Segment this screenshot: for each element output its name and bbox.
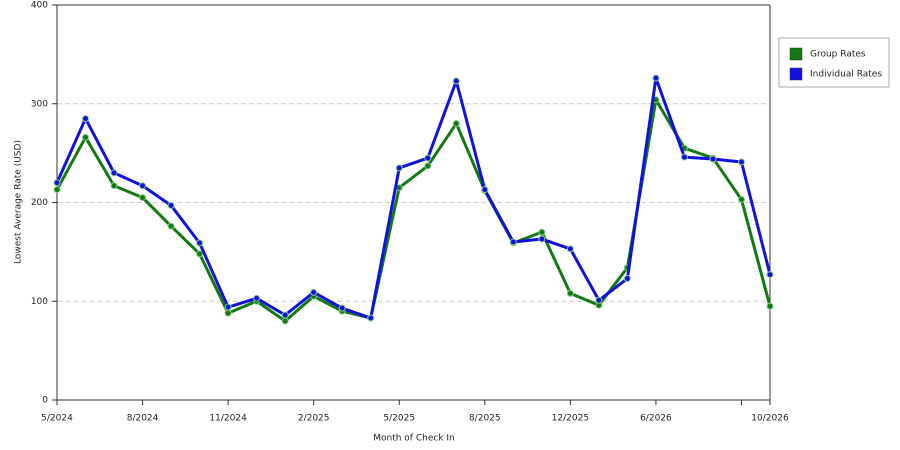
point — [452, 120, 460, 127]
y-tick-label: 100 — [31, 297, 48, 307]
point — [538, 235, 546, 243]
point — [281, 311, 289, 319]
point — [253, 294, 261, 302]
point — [566, 289, 574, 297]
point — [82, 133, 90, 141]
y-tick-label: 200 — [31, 198, 48, 208]
point — [424, 162, 432, 170]
x-axis-label: Month of Check In — [373, 434, 455, 444]
point — [281, 317, 289, 325]
legend-swatch — [789, 47, 803, 61]
point — [424, 154, 432, 162]
point — [82, 115, 90, 123]
x-tick-label: 5/2025 — [383, 414, 415, 424]
point — [338, 304, 346, 312]
point — [538, 228, 546, 236]
point — [110, 182, 118, 190]
point — [452, 77, 460, 85]
x-tick-label: 6/2026 — [640, 414, 672, 424]
point — [196, 250, 204, 258]
point — [623, 275, 631, 283]
line-series — [55, 76, 772, 320]
x-tick-label: 2/2025 — [298, 414, 330, 424]
point — [737, 196, 745, 204]
point — [709, 155, 717, 163]
point — [481, 186, 489, 194]
point — [566, 245, 574, 253]
y-tick-label: 400 — [31, 1, 48, 11]
point — [367, 314, 375, 322]
x-tick-label: 11/2024 — [209, 414, 247, 424]
point — [224, 303, 232, 311]
x-tick-label: 8/2025 — [469, 414, 501, 424]
x-tick-label: 10/2026 — [751, 414, 789, 424]
point — [395, 164, 403, 172]
x-tick-label: 5/2024 — [41, 414, 73, 424]
x-tick-label: 8/2024 — [127, 414, 159, 424]
x-tick-label: 12/2025 — [552, 414, 589, 424]
point — [110, 169, 118, 177]
point — [224, 309, 232, 317]
y-tick-label: 300 — [31, 99, 48, 109]
legend-label: Group Rates — [810, 50, 866, 60]
point — [139, 194, 147, 202]
point — [652, 74, 660, 82]
point — [196, 239, 204, 247]
point — [737, 158, 745, 166]
point — [167, 201, 175, 209]
point — [53, 186, 61, 194]
line-series — [55, 98, 772, 323]
legend-swatch — [789, 67, 803, 81]
y-axis-label: Lowest Average Rate (USD) — [14, 140, 24, 264]
point — [680, 153, 688, 161]
point — [509, 238, 517, 246]
legend-label: Individual Rates — [810, 70, 882, 80]
point — [139, 182, 147, 190]
point — [310, 288, 318, 296]
point — [53, 179, 61, 187]
point — [595, 296, 603, 304]
point — [766, 302, 774, 310]
point — [167, 222, 175, 230]
y-tick-label: 0 — [42, 396, 48, 406]
point — [766, 271, 774, 279]
